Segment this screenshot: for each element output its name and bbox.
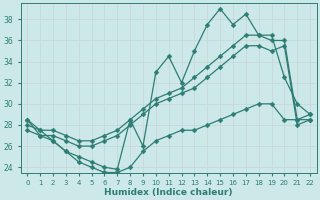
X-axis label: Humidex (Indice chaleur): Humidex (Indice chaleur) — [104, 188, 233, 197]
